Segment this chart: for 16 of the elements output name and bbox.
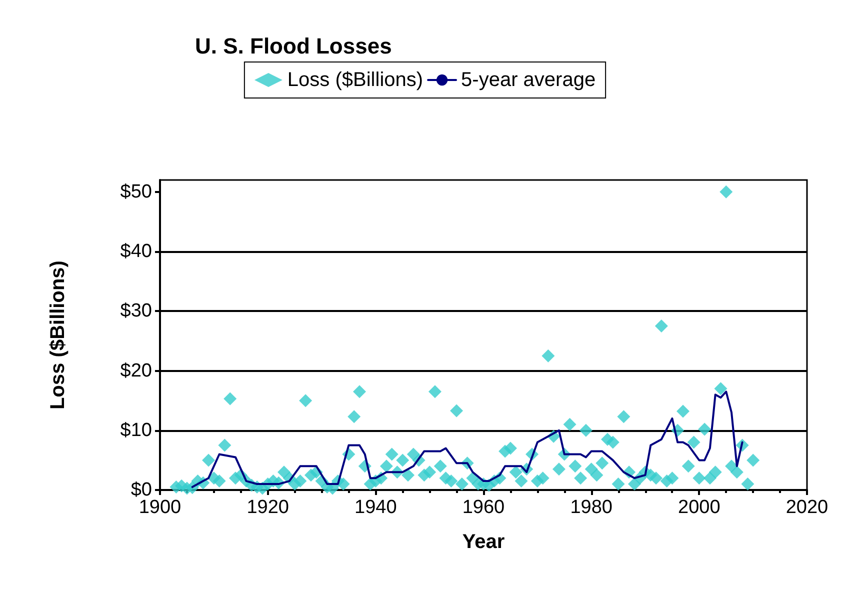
x-tick-label: 1960	[462, 497, 505, 518]
y-axis-title: Loss ($Billions)	[47, 260, 69, 410]
y-tick-label: $20	[120, 360, 152, 382]
x-axis-title: Year	[462, 531, 505, 553]
x-tick-label: 1980	[570, 497, 612, 518]
y-tick-label: $40	[120, 241, 152, 262]
legend-label: 5-year average	[461, 69, 596, 91]
x-tick-label: 2000	[678, 497, 720, 518]
x-tick-label: 2020	[786, 497, 828, 518]
legend-label: Loss ($Billions)	[287, 69, 424, 91]
y-tick-label: $30	[120, 300, 152, 322]
y-tick-label: $50	[120, 181, 152, 202]
chart-title: U. S. Flood Losses	[195, 34, 392, 58]
y-tick-label: $10	[120, 420, 152, 441]
x-tick-label: 1940	[354, 497, 397, 518]
x-tick-label: 1920	[246, 497, 289, 518]
